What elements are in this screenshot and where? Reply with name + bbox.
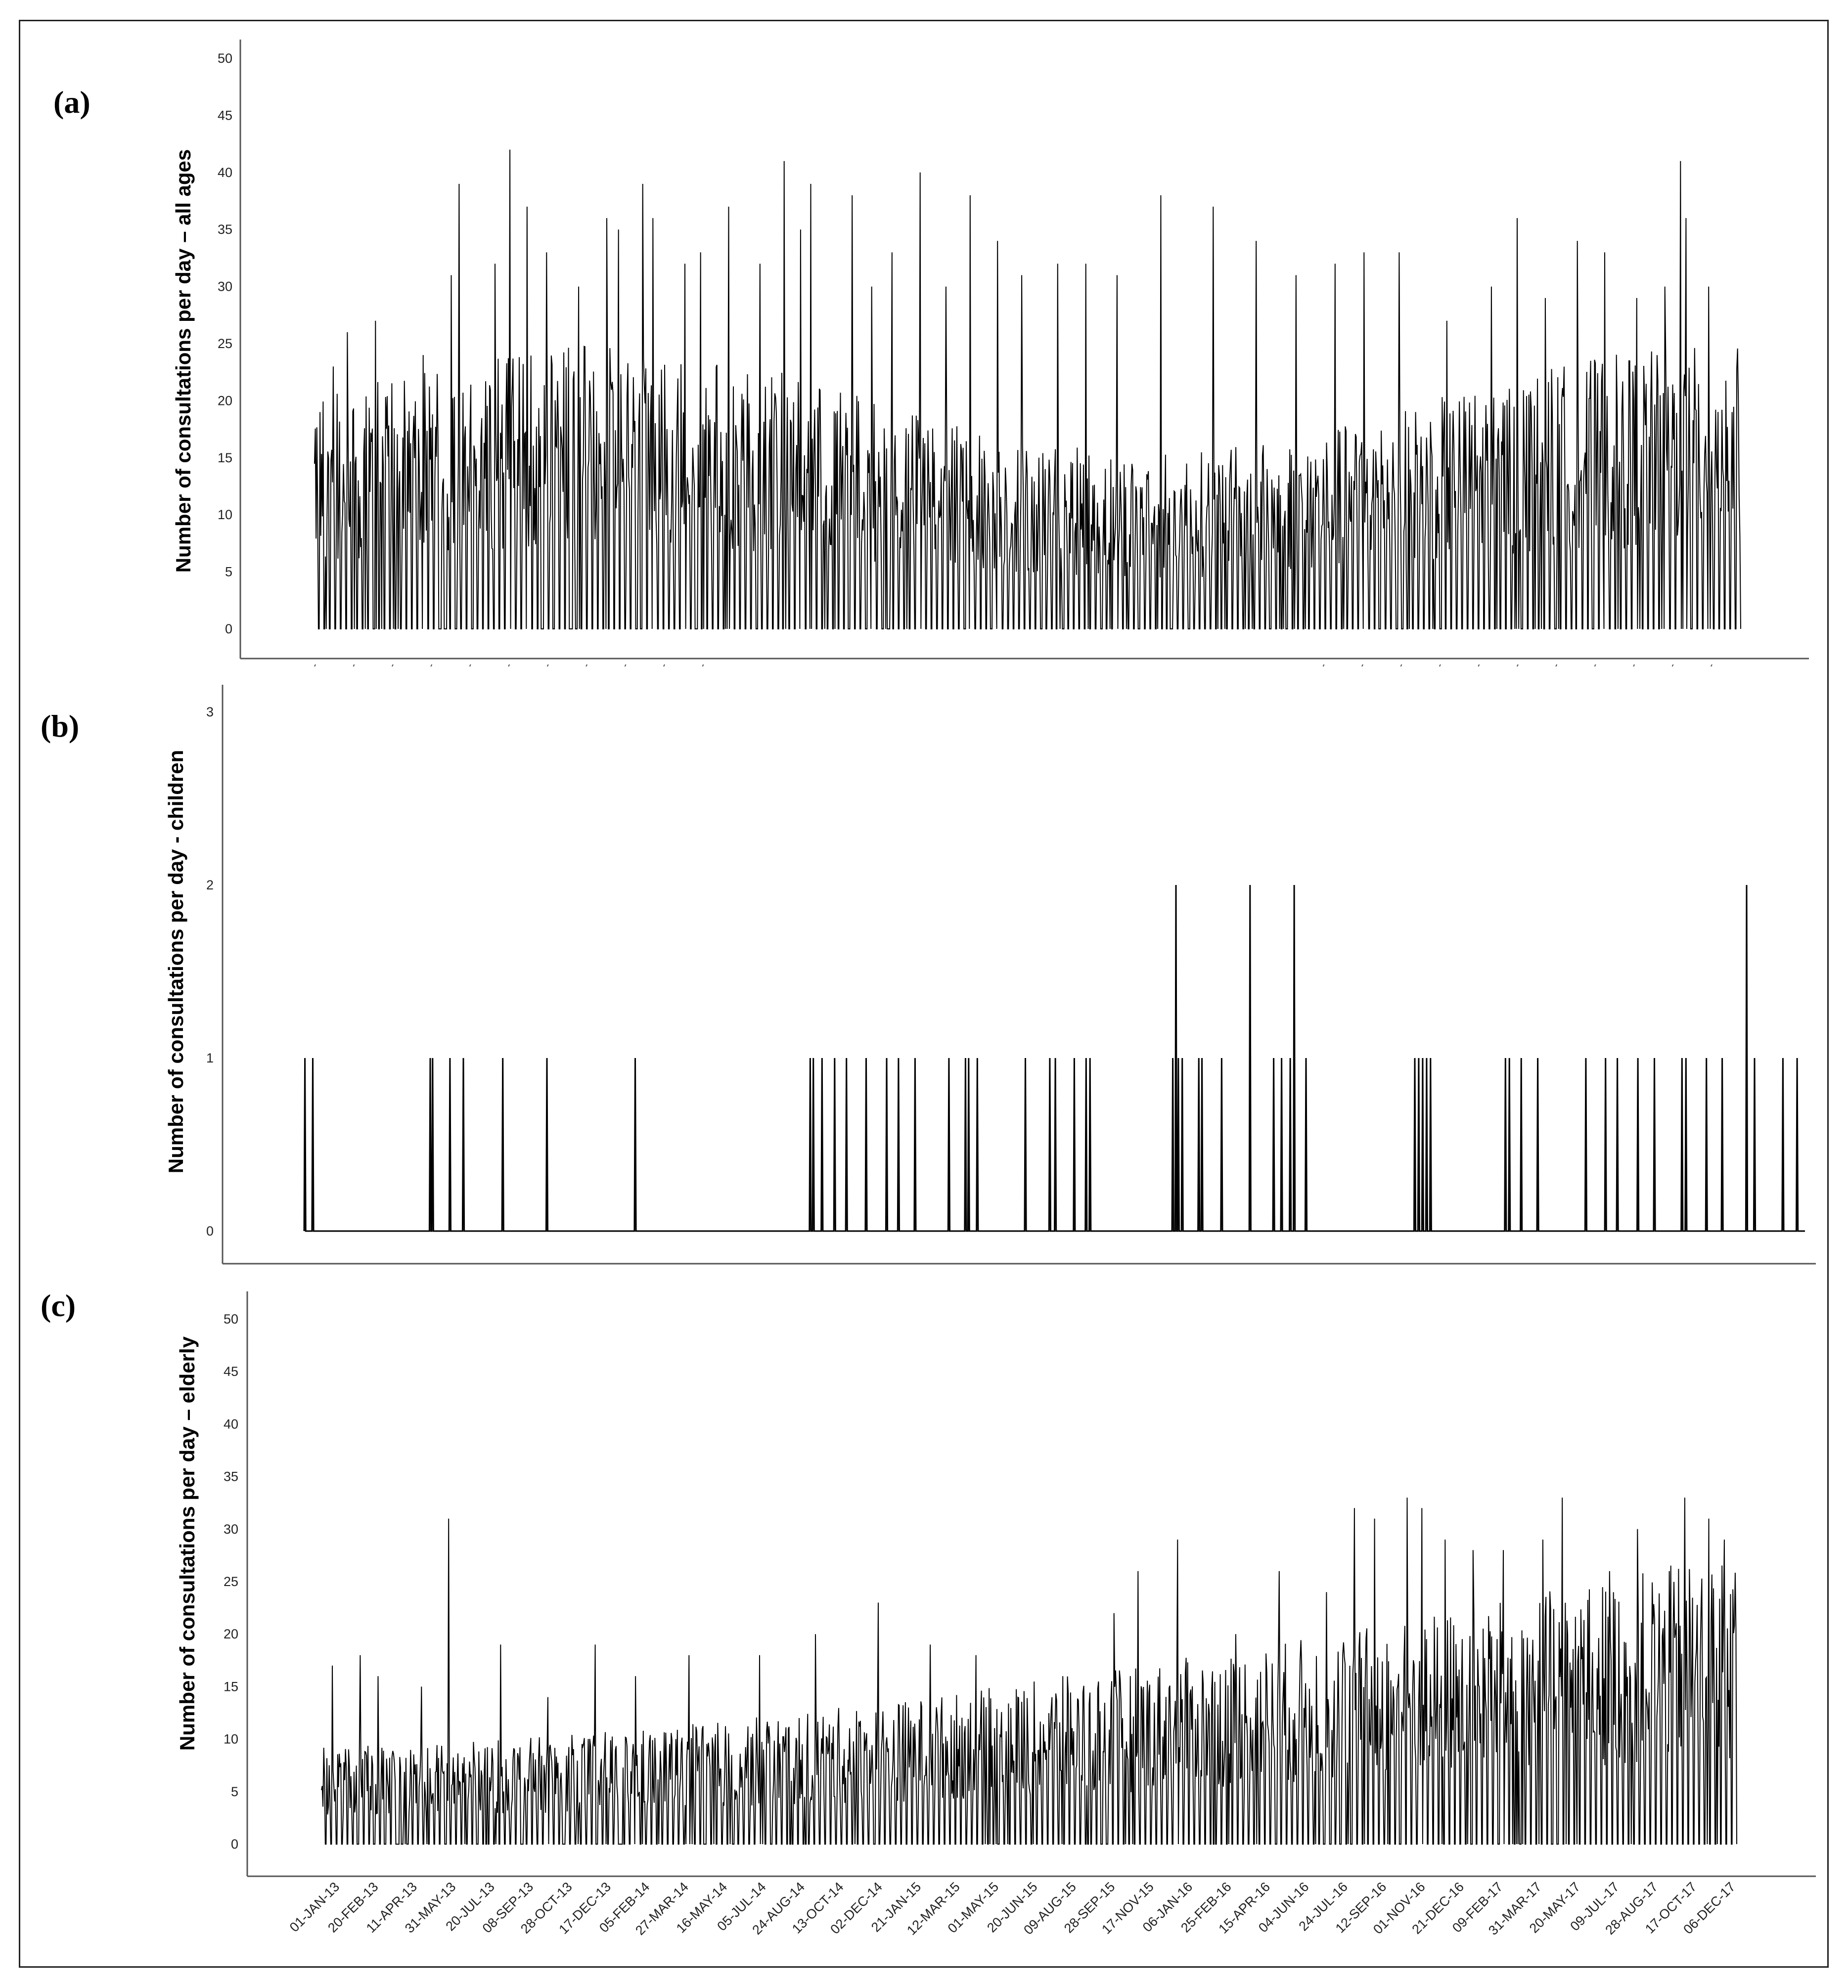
panel-b-ytick-label: 0 (206, 1224, 214, 1238)
panel-a-xtick (508, 664, 510, 667)
panel-a-ytick-label: 45 (218, 108, 232, 123)
panel-a-ytick-label: 50 (218, 51, 232, 66)
panel-a-xtick (702, 664, 704, 667)
panel-b-series-line (303, 884, 1805, 1232)
panel-b-ytick-label: 1 (206, 1051, 214, 1065)
panel-a-label: (a) (53, 85, 90, 120)
panel-c-ytick-label: 10 (224, 1732, 238, 1747)
panel-a-ytick-label: 35 (218, 222, 232, 237)
panel-a-ytick-label: 40 (218, 165, 232, 180)
panel-a-xtick (1555, 664, 1558, 667)
panel-c-ytick-label: 15 (224, 1679, 238, 1694)
panel-c-axes (246, 1291, 1816, 1877)
panel-b-ytick-label: 2 (206, 878, 214, 892)
panel-a-xtick (430, 664, 433, 667)
panel-a-xtick (1633, 664, 1635, 667)
panel-c-ytick-label: 50 (224, 1312, 238, 1326)
panel-c-label: (c) (41, 1288, 76, 1323)
panel-c-series-line (321, 1498, 1737, 1845)
panel-a-xtick (1322, 664, 1325, 667)
panel-a-xtick (1671, 664, 1674, 667)
panel-a-xtick (1361, 664, 1363, 667)
panel-c-ytick-label: 5 (231, 1784, 238, 1799)
panel-c-ytick-label: 35 (224, 1469, 238, 1484)
panel-a-ytick-label: 20 (218, 393, 232, 408)
panel-a-xtick (353, 664, 355, 667)
panel-a-xtick (1439, 664, 1441, 667)
panel-b-label: (b) (41, 708, 79, 744)
panel-c-ytick-label: 30 (224, 1522, 238, 1537)
panel-a-xtick (663, 664, 665, 667)
panel-a-xtick (586, 664, 588, 667)
panel-a-ytick-label: 10 (218, 507, 232, 522)
panel-c-ytick-label: 40 (224, 1416, 238, 1431)
panel-a-xtick (1400, 664, 1402, 667)
panel-c-ytick-label: 0 (231, 1837, 238, 1852)
panel-a-xtick (391, 664, 394, 667)
panel-b-ytick-label: 3 (206, 705, 214, 719)
panel-a-ytick-label: 5 (225, 565, 232, 579)
panel-b-ylabel: Number of consultations per day - childr… (164, 750, 187, 1173)
panel-c-ylabel: Number of consultations per day – elderl… (176, 1336, 199, 1751)
panel-c-ytick-label: 45 (224, 1364, 238, 1379)
figure-border (19, 20, 1829, 1968)
panel-a-xtick (1478, 664, 1480, 667)
panel-a-ylabel: Number of consultations per day – all ag… (172, 149, 195, 573)
panel-c-ytick-label: 20 (224, 1627, 238, 1641)
panel-a-xtick (314, 664, 316, 667)
panel-a-xtick (1594, 664, 1596, 667)
panel-a-axes (239, 40, 1809, 660)
panel-a-ytick-label: 25 (218, 336, 232, 351)
panel-a-xtick (469, 664, 471, 667)
panel-a-xtick (1711, 664, 1713, 667)
panel-a-xtick (624, 664, 627, 667)
panel-a-ytick-label: 0 (225, 621, 232, 636)
panel-a-xtick (546, 664, 549, 667)
panel-a-ytick-label: 15 (218, 450, 232, 465)
panel-a-xtick (1516, 664, 1519, 667)
panel-a-series-line (314, 149, 1741, 629)
panel-b-axes (222, 685, 1816, 1265)
panel-c-ytick-label: 25 (224, 1574, 238, 1589)
panel-a-ytick-label: 30 (218, 279, 232, 294)
